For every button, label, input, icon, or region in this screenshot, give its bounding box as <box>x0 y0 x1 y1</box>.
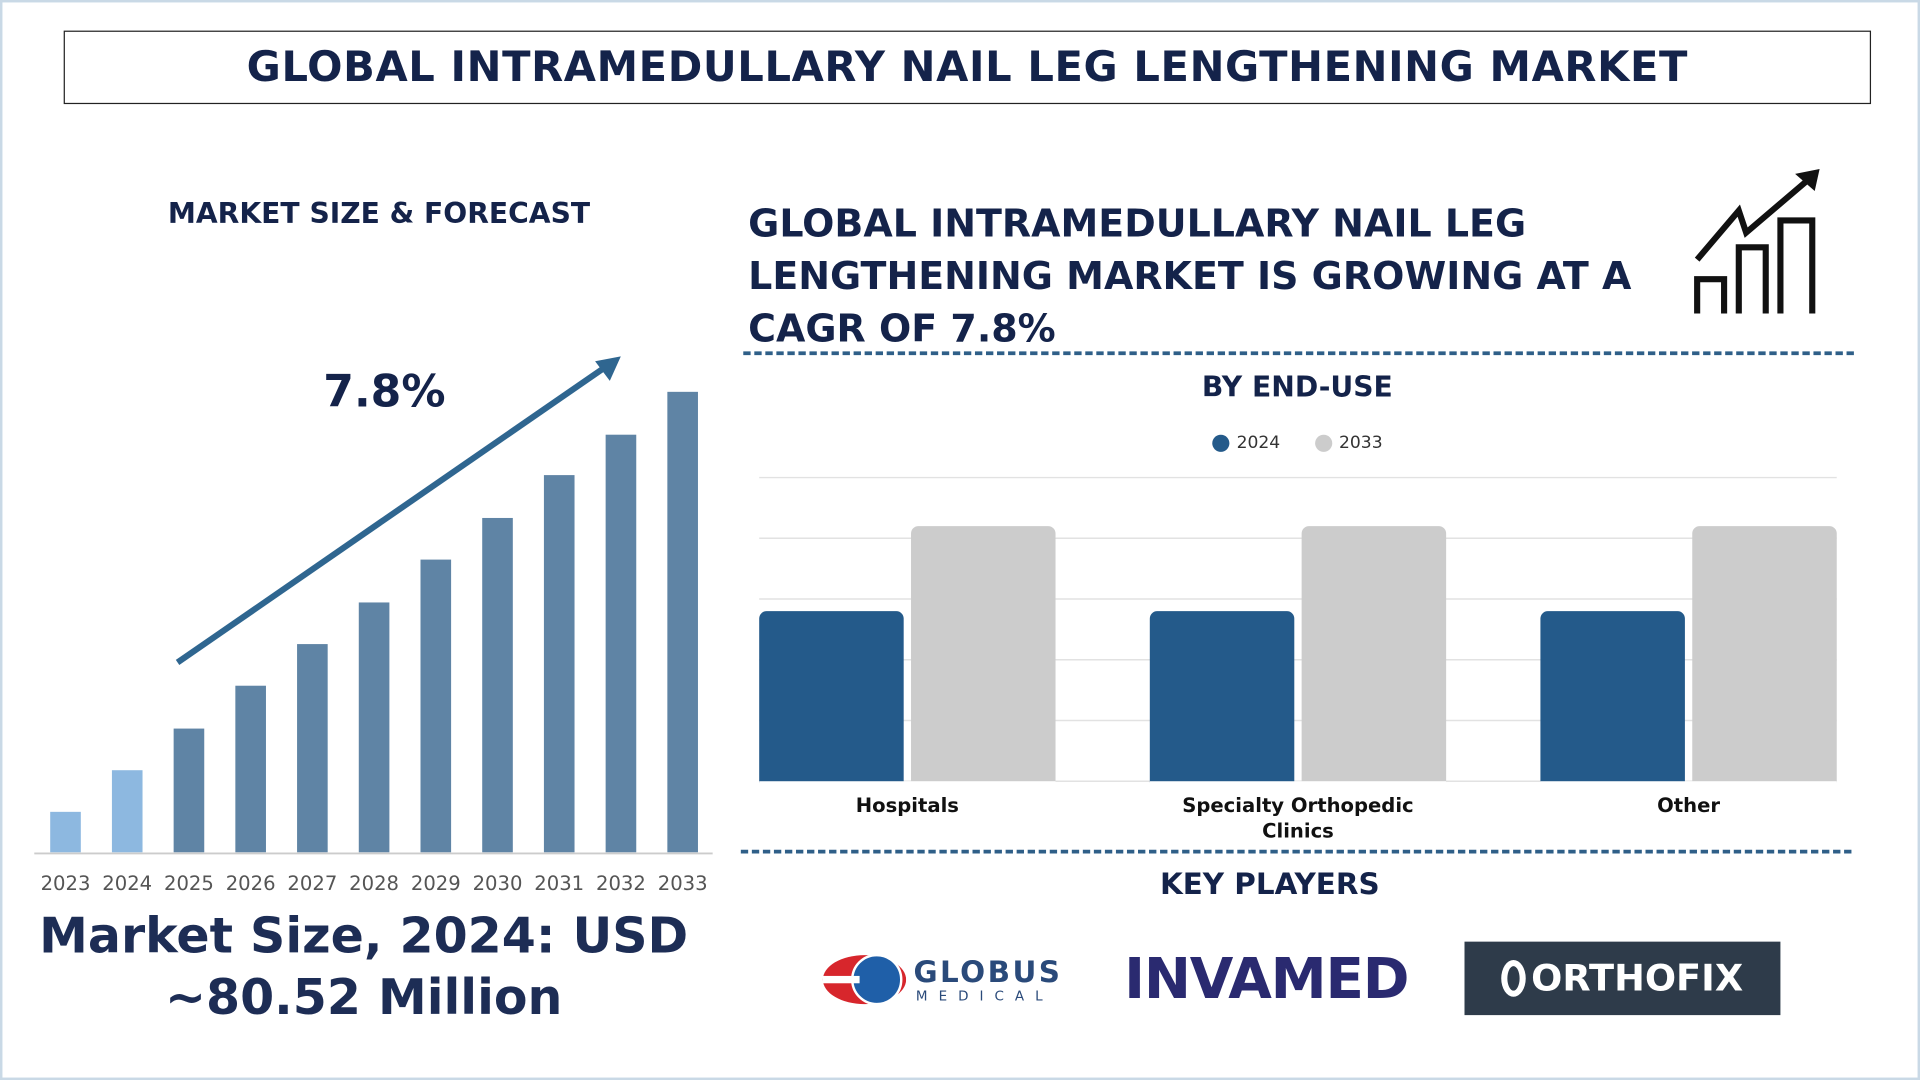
key-players-title: KEY PLAYERS <box>1159 866 1380 902</box>
bar-2025 <box>173 728 205 853</box>
bar-2023 <box>50 811 81 853</box>
divider <box>743 351 1854 356</box>
growth-chart-icon <box>1694 168 1820 314</box>
divider <box>740 849 1852 854</box>
market-size-line1: Market Size, 2024: USD <box>39 908 689 965</box>
legend-swatch <box>1212 434 1230 452</box>
bar-2024 <box>1149 611 1295 789</box>
legend-item-2033: 2033 <box>1314 433 1383 454</box>
orthofix-logo: ORTHOFIX <box>1464 941 1781 1016</box>
legend-label: 2024 <box>1236 433 1281 454</box>
market-size-line2: ~80.52 Million <box>164 969 563 1027</box>
x-tick-label: 2026 <box>225 871 276 896</box>
page-title: GLOBAL INTRAMEDULLARY NAIL LEG LENGTHENI… <box>63 30 1872 105</box>
growth-arrow-head <box>595 356 621 381</box>
growth-arrow <box>175 364 607 665</box>
x-tick-label: 2030 <box>472 871 523 896</box>
legend-label: 2033 <box>1338 433 1383 454</box>
market-size-text: Market Size, 2024: USD ~80.52 Million <box>27 906 700 1028</box>
market-size-heading: MARKET SIZE & FORECAST <box>167 198 591 231</box>
end-use-title: BY END-USE <box>1201 372 1393 405</box>
x-tick-label: 2033 <box>657 871 708 896</box>
legend: 2024 2033 <box>743 433 1851 453</box>
legend-swatch <box>1314 434 1332 452</box>
x-tick-label: 2024 <box>102 871 153 896</box>
x-tick-label: 2023 <box>40 871 91 896</box>
bar-2033 <box>911 526 1056 789</box>
x-tick-label: 2032 <box>596 871 646 896</box>
x-tick-label: 2028 <box>349 871 400 896</box>
globus-medical-logo: GLOBUS MEDICAL <box>820 948 1077 1012</box>
legend-item-2024: 2024 <box>1212 433 1280 453</box>
bar-2031 <box>543 475 575 853</box>
bar-2032 <box>605 434 637 853</box>
forecast-chart <box>34 356 713 855</box>
bar-2024 <box>111 770 143 853</box>
bar-2028 <box>358 602 390 853</box>
bar-2026 <box>235 685 266 853</box>
end-use-chart <box>759 476 1837 792</box>
bar-2033 <box>1692 526 1837 789</box>
bar-2024 <box>759 611 904 789</box>
x-tick-label: 2027 <box>287 871 338 896</box>
bar-2029 <box>420 559 452 853</box>
x-tick-label: 2031 <box>534 871 585 896</box>
cagr-annotation: 7.8% <box>323 367 446 418</box>
bar-2030 <box>482 517 513 853</box>
headline: GLOBAL INTRAMEDULLARY NAIL LEG LENGTHENI… <box>748 202 1632 352</box>
x-tick-label: 2025 <box>164 871 214 896</box>
bar-2033 <box>667 391 698 853</box>
x-tick-label: 2029 <box>410 871 461 896</box>
bar-2027 <box>297 644 328 853</box>
category-label: Other <box>1657 793 1721 817</box>
bar-2024 <box>1540 611 1685 789</box>
category-label: Specialty Orthopedic Clinics <box>1182 793 1414 843</box>
invamed-logo: INVAMED <box>1124 945 1409 1012</box>
category-label: Hospitals <box>855 793 959 817</box>
bar-2033 <box>1301 526 1447 789</box>
